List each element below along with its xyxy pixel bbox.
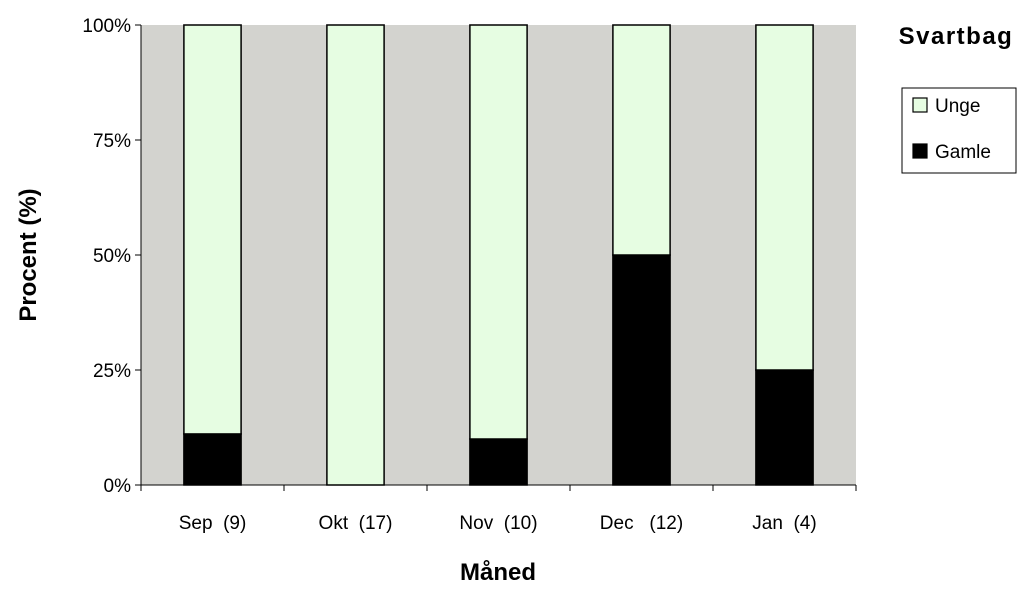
chart-title: Svartbag [899,23,1014,50]
legend-swatch-gamle [912,143,928,159]
legend-swatch-unge [912,97,928,113]
legend-items: Unge Gamle [912,96,991,163]
bar-unge-4 [755,24,814,371]
y-tick-label: 25% [93,361,131,382]
y-axis-title: Procent (%) [15,188,42,321]
y-ticks-layer: 0% 25% 50% 75% 100% [82,16,141,497]
bar-unge-2 [469,24,528,440]
x-tick-label: Dec (12) [600,513,683,534]
bar-gamle-2 [469,438,528,486]
y-tick-label: 0% [104,476,132,497]
y-tick-label: 75% [93,131,131,152]
bar-unge-0 [183,24,242,435]
x-axis-title: Måned [460,559,536,586]
x-ticks-layer: Sep (9) Okt (17) Nov (10) Dec (12) Jan (4) [140,485,857,534]
y-tick-label: 100% [82,16,131,37]
legend-label-gamle: Gamle [935,142,991,163]
x-tick-label: Jan (4) [752,513,816,534]
x-tick-label: Okt (17) [319,513,393,534]
bar-gamle-4 [755,369,814,486]
legend: Unge Gamle [901,87,1017,174]
bar-unge-3 [612,24,671,256]
bar-gamle-3 [612,254,671,486]
bar-unge-1 [326,24,385,486]
bar-gamle-0 [183,433,242,486]
legend-label-unge: Unge [935,96,980,117]
x-tick-label: Nov (10) [459,513,537,534]
x-tick-label: Sep (9) [179,513,247,534]
y-tick-label: 50% [93,246,131,267]
bars-layer [183,24,814,486]
